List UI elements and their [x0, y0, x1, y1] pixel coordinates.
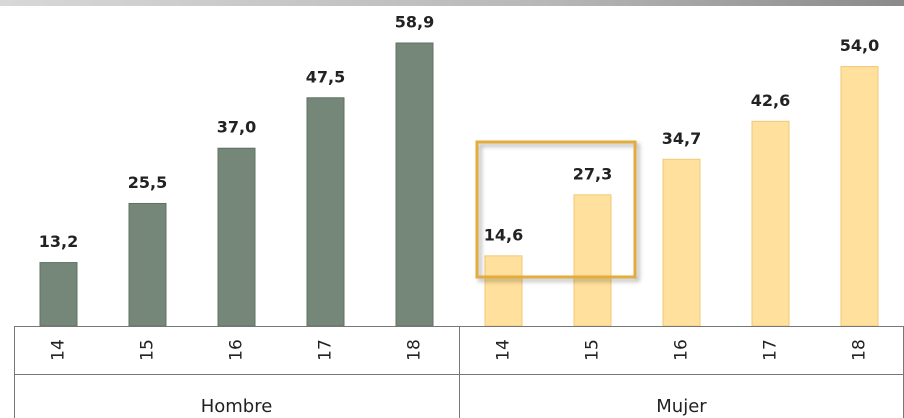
value-label: 54,0 — [840, 36, 879, 55]
bar — [662, 158, 701, 327]
bar — [306, 97, 345, 327]
group-label: Hombre — [201, 396, 273, 417]
bar — [573, 194, 612, 327]
bar — [217, 147, 256, 327]
value-label: 37,0 — [217, 118, 256, 137]
bar — [840, 66, 879, 327]
bar — [751, 120, 790, 327]
value-label: 14,6 — [484, 225, 523, 244]
x-tick-label: 15 — [583, 339, 603, 361]
value-label: 13,2 — [39, 232, 78, 251]
x-tick-label: 18 — [405, 339, 425, 361]
highlight-box — [475, 140, 637, 279]
x-tick-label: 15 — [138, 339, 158, 361]
bar — [484, 255, 523, 327]
x-tick-label: 17 — [316, 339, 336, 361]
value-label: 42,6 — [751, 91, 790, 110]
x-tick-label: 18 — [850, 339, 870, 361]
bar — [39, 262, 78, 327]
bar — [395, 42, 434, 327]
top-strip — [0, 0, 904, 6]
x-tick-label: 16 — [227, 339, 247, 361]
value-label: 25,5 — [128, 173, 167, 192]
value-label: 27,3 — [573, 164, 612, 183]
value-label: 47,5 — [306, 67, 345, 86]
x-tick-label: 14 — [49, 339, 69, 361]
bar — [128, 202, 167, 327]
x-tick-label: 17 — [761, 339, 781, 361]
x-tick-label: 14 — [494, 339, 514, 361]
value-label: 34,7 — [662, 129, 701, 148]
value-label: 58,9 — [395, 13, 434, 32]
group-label: Mujer — [656, 396, 707, 417]
x-tick-label: 16 — [672, 339, 692, 361]
